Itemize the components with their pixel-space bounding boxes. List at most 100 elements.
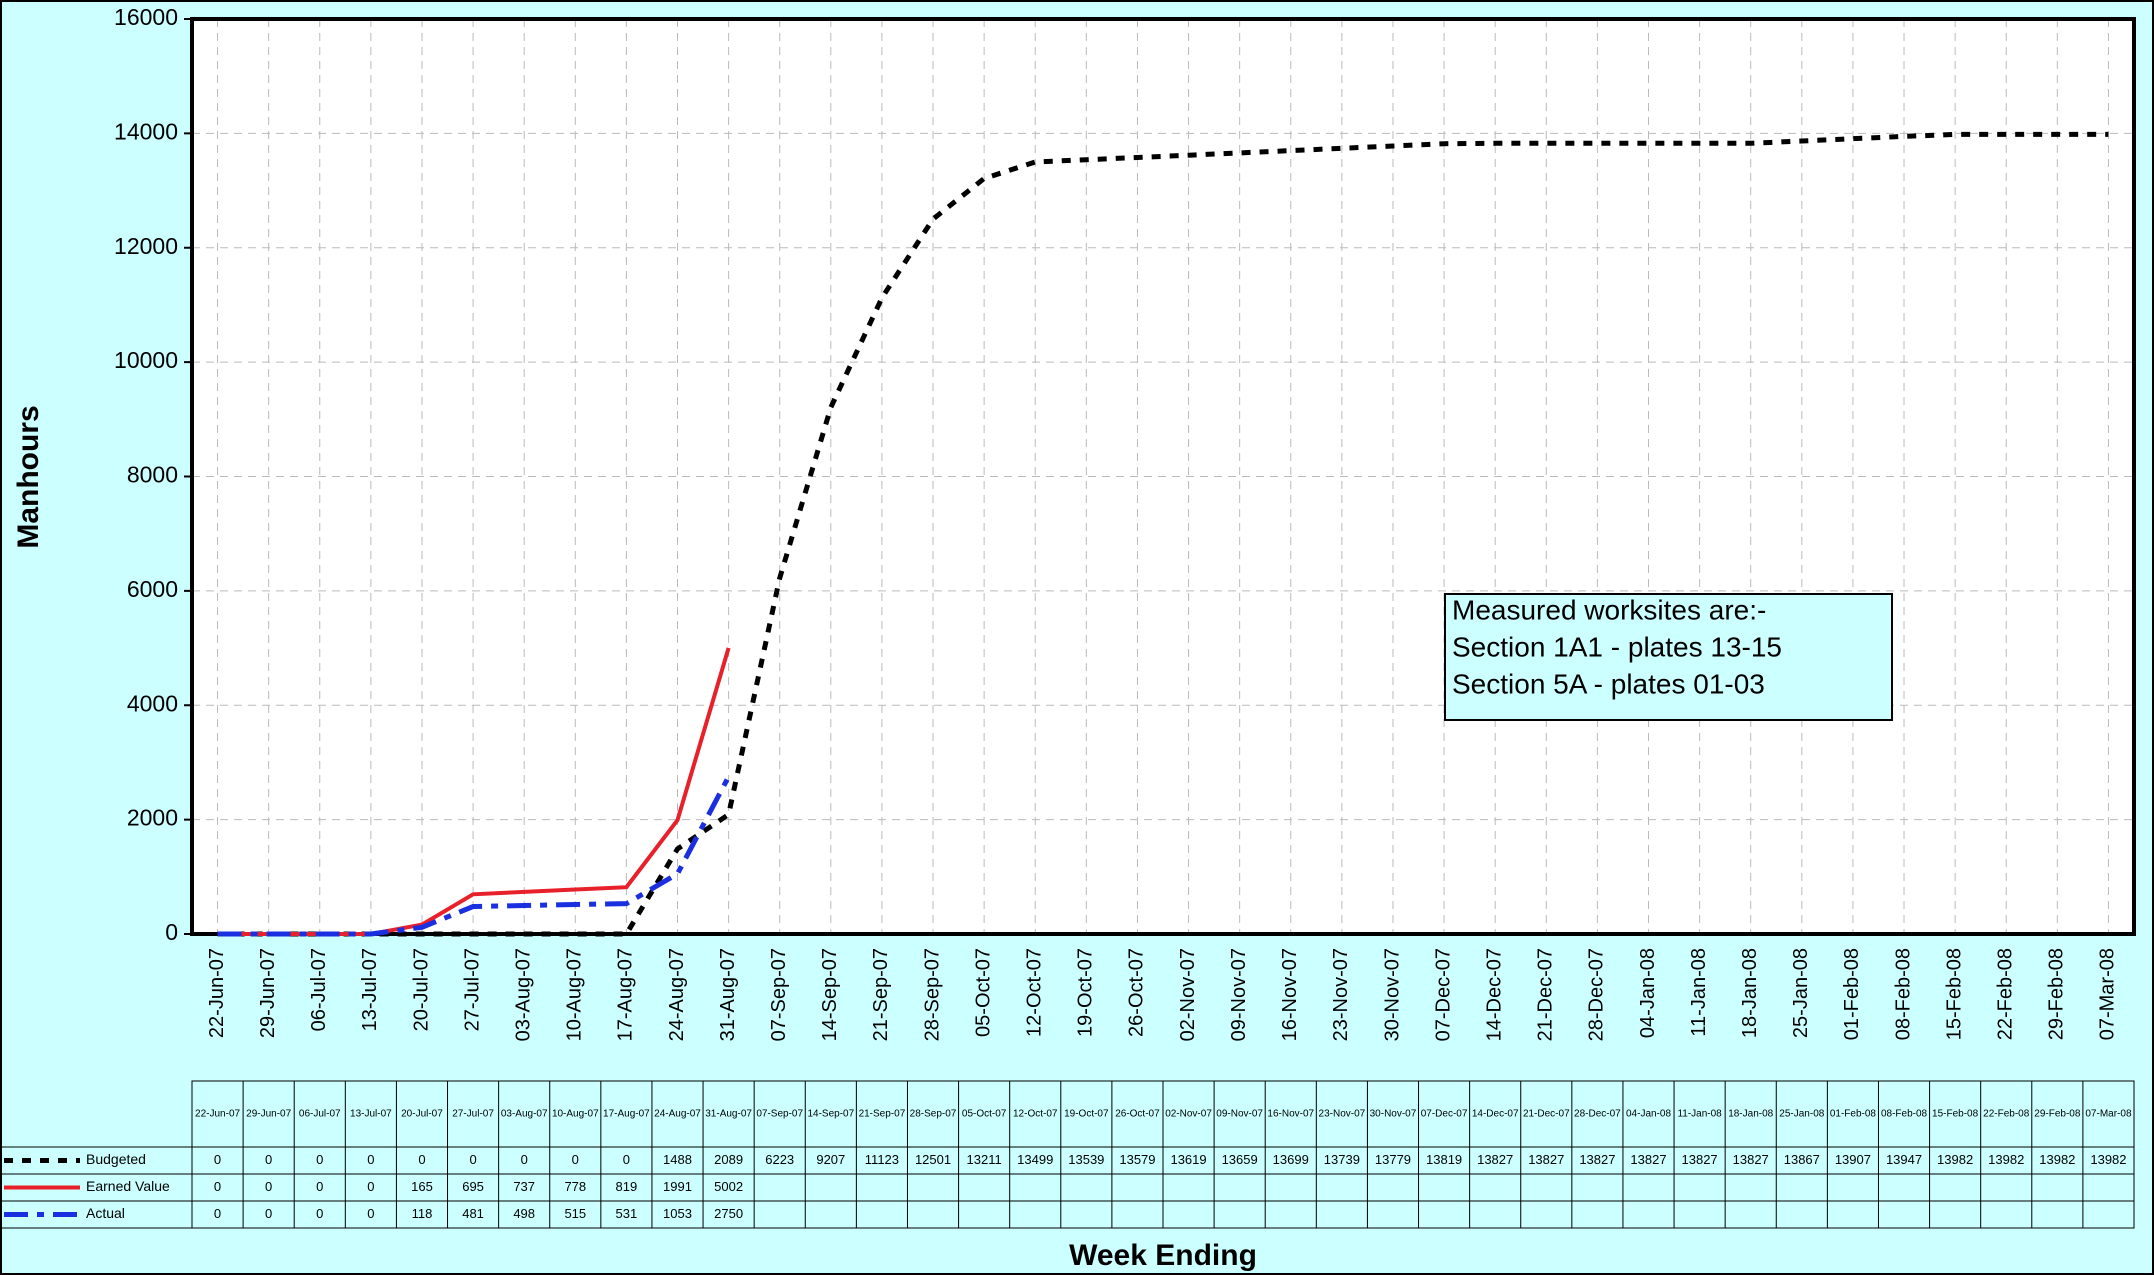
x-tick-label: 07-Mar-08 [2097,948,2119,1040]
x-tick-label: 31-Aug-07 [717,948,739,1041]
table-value: 515 [564,1206,586,1221]
table-value: 737 [513,1179,535,1194]
table-value: 13907 [1835,1152,1871,1167]
table-value: 13659 [1222,1152,1258,1167]
table-header: 17-Aug-07 [603,1109,650,1120]
table-value: 13827 [1528,1152,1564,1167]
table-header: 07-Dec-07 [1421,1109,1468,1120]
table-header: 29-Feb-08 [2034,1109,2081,1120]
table-header: 09-Nov-07 [1216,1109,1263,1120]
x-tick-label: 29-Feb-08 [2046,948,2068,1040]
x-tick-label: 04-Jan-08 [1637,948,1659,1038]
x-tick-label: 13-Jul-07 [359,948,381,1031]
x-tick-label: 14-Dec-07 [1483,948,1505,1041]
x-tick-label: 27-Jul-07 [461,948,483,1031]
table-value: 13779 [1375,1152,1411,1167]
x-tick-label: 07-Sep-07 [768,948,790,1041]
table-header: 12-Oct-07 [1013,1109,1058,1120]
table-value: 11123 [865,1152,899,1167]
table-value: 0 [521,1152,528,1167]
table-header: 05-Oct-07 [962,1109,1007,1120]
table-value: 9207 [816,1152,845,1167]
table-value: 13982 [2090,1152,2126,1167]
table-value: 13699 [1273,1152,1309,1167]
table-header: 03-Aug-07 [501,1109,548,1120]
annotation-box [1444,593,1893,721]
table-value: 0 [623,1152,630,1167]
y-tick-label: 10000 [114,347,178,373]
table-value: 165 [411,1179,433,1194]
table-value: 13867 [1784,1152,1820,1167]
x-tick-label: 23-Nov-07 [1330,948,1352,1041]
table-value: 2089 [714,1152,743,1167]
x-tick-label: 30-Nov-07 [1381,948,1403,1041]
table-header: 08-Feb-08 [1881,1109,1928,1120]
table-header: 22-Feb-08 [1983,1109,2030,1120]
x-tick-label: 17-Aug-07 [615,948,637,1041]
x-tick-label: 11-Jan-08 [1688,948,1710,1037]
table-value: 0 [367,1152,374,1167]
table-value: 0 [469,1152,476,1167]
x-tick-label: 02-Nov-07 [1177,948,1199,1041]
x-tick-label: 05-Oct-07 [972,948,994,1037]
x-axis-label: Week Ending [1069,1239,1257,1272]
table-header: 30-Nov-07 [1370,1109,1417,1120]
table-header: 07-Sep-07 [756,1109,803,1120]
x-tick-label: 28-Sep-07 [921,948,943,1041]
table-value: 13947 [1886,1152,1922,1167]
table-header: 24-Aug-07 [654,1109,701,1120]
table-value: 13579 [1119,1152,1155,1167]
legend-label: Budgeted [86,1151,146,1167]
table-header: 20-Jul-07 [401,1109,443,1120]
table-value: 5002 [714,1179,743,1194]
annotation-text: Section 5A - plates 01-03 [1452,668,1765,699]
table-value: 819 [616,1179,638,1194]
x-tick-label: 26-Oct-07 [1126,948,1148,1037]
table-header: 10-Aug-07 [552,1109,599,1120]
annotation-text: Measured worksites are:- [1452,594,1766,625]
table-value: 1053 [663,1206,692,1221]
table-header: 31-Aug-07 [705,1109,752,1120]
table-value: 13982 [1937,1152,1973,1167]
table-value: 13827 [1630,1152,1666,1167]
table-header: 01-Feb-08 [1830,1109,1877,1120]
table-value: 0 [265,1179,272,1194]
y-tick-label: 0 [165,919,178,945]
table-value: 498 [513,1206,535,1221]
plot-border [190,17,2136,936]
table-header: 28-Sep-07 [910,1109,957,1120]
table-header: 14-Sep-07 [807,1109,854,1120]
x-tick-label: 16-Nov-07 [1279,948,1301,1041]
table-header: 13-Jul-07 [350,1109,392,1120]
x-tick-label: 01-Feb-08 [1841,948,1863,1040]
x-tick-label: 06-Jul-07 [308,948,330,1031]
x-tick-label: 12-Oct-07 [1024,948,1046,1037]
legend-label: Earned Value [86,1178,170,1194]
table-header: 22-Jun-07 [195,1109,240,1120]
table-value: 12501 [915,1152,951,1167]
table-header: 04-Jan-08 [1626,1109,1671,1120]
x-tick-label: 19-Oct-07 [1075,948,1097,1037]
table-header: 27-Jul-07 [452,1109,494,1120]
annotation-text: Section 1A1 - plates 13-15 [1452,631,1782,662]
table-header: 02-Nov-07 [1165,1109,1212,1120]
legend-label: Actual [86,1205,125,1221]
table-value: 13982 [1988,1152,2024,1167]
x-tick-label: 20-Jul-07 [410,948,432,1031]
x-tick-label: 07-Dec-07 [1432,948,1454,1041]
table-header: 26-Oct-07 [1115,1109,1160,1120]
y-tick-label: 6000 [127,576,178,602]
series-line [217,775,731,937]
x-tick-label: 10-Aug-07 [564,948,586,1041]
table-value: 481 [462,1206,484,1221]
x-tick-label: 25-Jan-08 [1790,948,1812,1038]
table-header: 07-Mar-08 [2085,1109,2132,1120]
y-tick-label: 8000 [127,462,178,488]
table-header: 21-Dec-07 [1523,1109,1570,1120]
table-value: 13739 [1324,1152,1360,1167]
x-tick-label: 18-Jan-08 [1739,948,1761,1038]
table-value: 0 [214,1179,221,1194]
table-header: 29-Jun-07 [246,1109,291,1120]
table-value: 0 [418,1152,425,1167]
table-value: 13827 [1579,1152,1615,1167]
